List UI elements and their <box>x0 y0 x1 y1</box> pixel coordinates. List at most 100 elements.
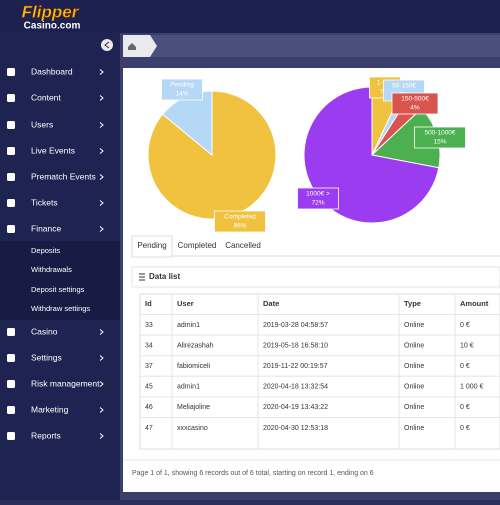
table <box>139 293 500 450</box>
main-content: Pending Completed Cancelled Data list Id User… <box>123 235 500 477</box>
table-cell: Alirezashah <box>177 342 214 349</box>
menu-icon <box>7 380 15 388</box>
table-cell: 10 € <box>460 342 474 349</box>
list-icon <box>139 273 145 281</box>
menu-arrow <box>99 148 104 154</box>
table-cell: 2019-05-18 16:58:10 <box>263 342 328 349</box>
table-cell: 0 € <box>460 363 470 370</box>
pie-label-name: 1000€ > <box>306 191 330 198</box>
collapse-button[interactable] <box>101 39 113 51</box>
active-tab <box>131 235 173 258</box>
table-cell: Online <box>404 322 424 329</box>
menu-icon <box>7 225 15 233</box>
column-header: Date <box>263 299 279 308</box>
logo[interactable]: Flipper <box>21 2 80 22</box>
pie-label-name: Pending <box>170 82 194 89</box>
table-cell: xxxcasino <box>177 425 208 432</box>
table-cell: 46 <box>145 404 153 411</box>
menu-item[interactable]: Prematch Events <box>31 171 96 181</box>
pie-label-value: 4% <box>410 105 420 112</box>
table-cell: 0 € <box>460 425 470 432</box>
menu-icon <box>7 406 15 414</box>
breadcrumb-bar <box>123 35 500 57</box>
menu-item[interactable]: Users <box>31 119 53 129</box>
menu-arrow <box>99 226 104 232</box>
table-cell: admin1 <box>177 322 200 329</box>
menu-item[interactable]: Casino <box>31 326 58 336</box>
menu-item[interactable]: Settings <box>31 352 62 362</box>
table-cell: 0 € <box>460 322 470 329</box>
pie-label-box <box>214 210 266 233</box>
submenu-background <box>0 241 120 320</box>
table-cell: 2020-04-19 13:43:22 <box>263 404 328 411</box>
collapse-icon <box>104 41 110 49</box>
top-bar <box>0 0 500 33</box>
charts: Completed86%Pending14%1-50€7%50-150€2%15… <box>147 76 466 233</box>
submenu-item[interactable]: Deposits <box>31 246 60 255</box>
menu-icon <box>7 147 15 155</box>
menu-arrow <box>99 381 104 387</box>
menu-icon <box>7 68 15 76</box>
pie-label-value: 86% <box>233 223 246 230</box>
menu-item[interactable]: Tickets <box>31 197 58 207</box>
panel-title: Data list <box>149 272 180 281</box>
pie-label-box <box>297 187 339 210</box>
tab[interactable]: Pending <box>137 241 166 250</box>
menu-arrow <box>99 407 104 413</box>
table-cell: Online <box>404 404 424 411</box>
menu-item[interactable]: Dashboard <box>31 66 73 76</box>
menu-icon <box>7 121 15 129</box>
pie-label-name: Completed <box>224 214 256 221</box>
column-header: User <box>177 299 194 308</box>
menu-icon <box>7 432 15 440</box>
menu-item[interactable]: Marketing <box>31 404 69 414</box>
menu-arrow <box>99 69 104 75</box>
menu-arrow <box>99 95 104 101</box>
menu-item[interactable]: Content <box>31 92 61 102</box>
pie-label-box <box>391 92 439 115</box>
menu-item[interactable]: Live Events <box>31 145 75 155</box>
table-cell: 47 <box>145 425 153 432</box>
pie-label-value: 14% <box>175 91 188 98</box>
menu-icon <box>7 173 15 181</box>
table-cell: Online <box>404 342 424 349</box>
menu-arrow <box>99 329 104 335</box>
pie-label-value: 72% <box>311 200 324 207</box>
menu-item[interactable]: Finance <box>31 223 62 233</box>
menu-arrow <box>99 122 104 128</box>
menu-arrow <box>99 174 104 180</box>
submenu-item[interactable]: Deposit settings <box>31 285 85 294</box>
table-cell: fabiomiceli <box>177 363 211 370</box>
tab[interactable]: Cancelled <box>225 241 261 250</box>
column-header: Type <box>404 299 421 308</box>
menu-icon <box>7 354 15 362</box>
breadcrumb-home[interactable] <box>123 35 157 57</box>
submenu-item[interactable]: Withdraw settings <box>31 304 90 313</box>
panel-header <box>131 266 500 288</box>
pagination-info: Page 1 of 1, showing 6 records out of 6 … <box>132 470 374 477</box>
table-cell: 2020-04-30 12:53:18 <box>263 425 328 432</box>
menu-item[interactable]: Reports <box>31 430 61 440</box>
table-cell: admin1 <box>177 384 200 391</box>
menu-icon <box>7 199 15 207</box>
column-header: Id <box>145 299 152 308</box>
table-cell: Meliajoline <box>177 404 210 411</box>
menu-arrow <box>99 200 104 206</box>
table-cell: 34 <box>145 342 153 349</box>
tab[interactable]: Completed <box>178 241 217 250</box>
pie-label-box <box>161 78 203 101</box>
table-cell: 45 <box>145 384 153 391</box>
table-cell: 33 <box>145 322 153 329</box>
column-header: Amount <box>460 299 489 308</box>
table-cell: 2019-03-28 04:58:57 <box>263 322 328 329</box>
table-cell: Online <box>404 384 424 391</box>
home-icon <box>128 43 136 50</box>
menu-item[interactable]: Risk management <box>31 378 100 388</box>
pie-label-name: 150-500€ <box>401 96 429 103</box>
table-cell: 0 € <box>460 404 470 411</box>
table-cell: Online <box>404 363 424 370</box>
table-cell: 37 <box>145 363 153 370</box>
submenu-item[interactable]: Withdrawals <box>31 265 72 274</box>
